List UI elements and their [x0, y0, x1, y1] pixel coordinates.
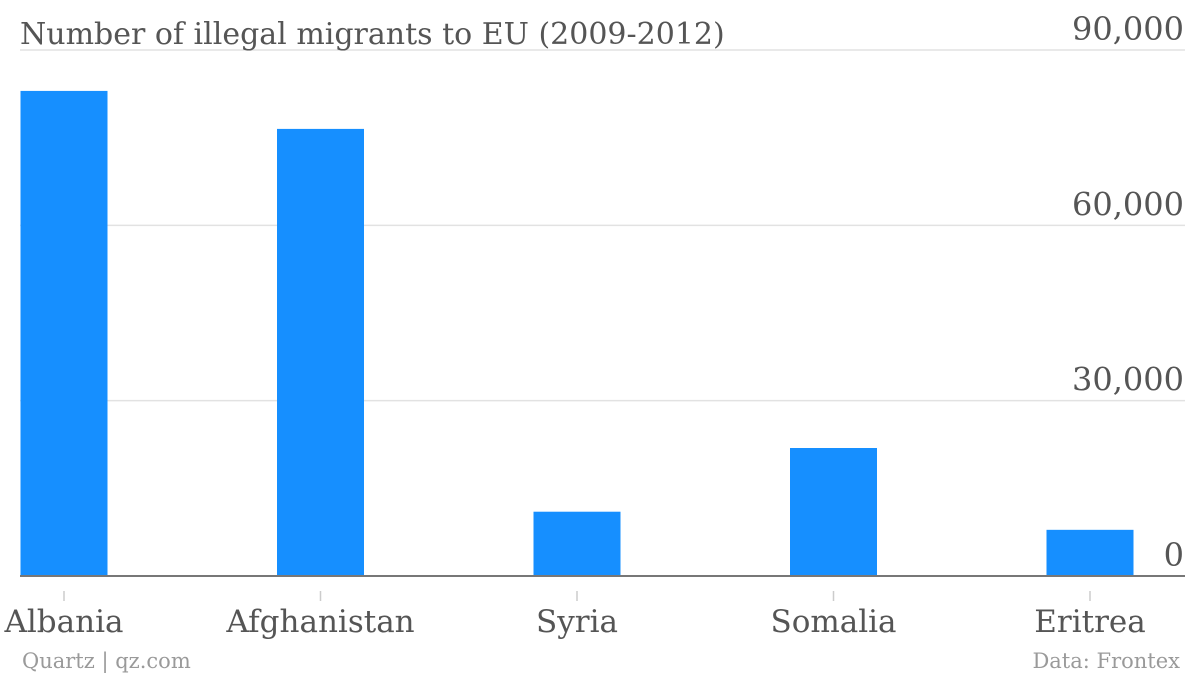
footer-data-source: Data: Frontex: [1032, 649, 1180, 673]
y-tick-label-60000: 60,000: [1072, 185, 1184, 223]
bar-somalia: [790, 448, 877, 576]
footer-source-quartz: Quartz | qz.com: [22, 649, 191, 674]
x-label-somalia: Somalia: [770, 604, 896, 640]
x-label-albania: Albania: [4, 604, 124, 640]
gridlines: [20, 49, 1185, 402]
x-label-syria: Syria: [536, 604, 618, 640]
y-tick-label-0: 0: [1164, 536, 1184, 574]
axes: 0 30,000 60,000 90,000 Albania Afghanistan Syr…: [4, 10, 1185, 640]
x-label-afghanistan: Afghanistan: [225, 604, 414, 640]
y-tick-label-90000: 90,000: [1072, 10, 1184, 48]
bar-syria: [533, 511, 621, 576]
bar-afghanistan: [277, 128, 364, 576]
bar-eritrea: [1046, 529, 1134, 576]
x-label-eritrea: Eritrea: [1034, 604, 1145, 640]
bar-albania: [20, 90, 108, 577]
chart-title: Number of illegal migrants to EU (2009-2…: [20, 17, 725, 52]
y-tick-label-30000: 30,000: [1072, 361, 1184, 399]
bars: [20, 90, 1134, 577]
